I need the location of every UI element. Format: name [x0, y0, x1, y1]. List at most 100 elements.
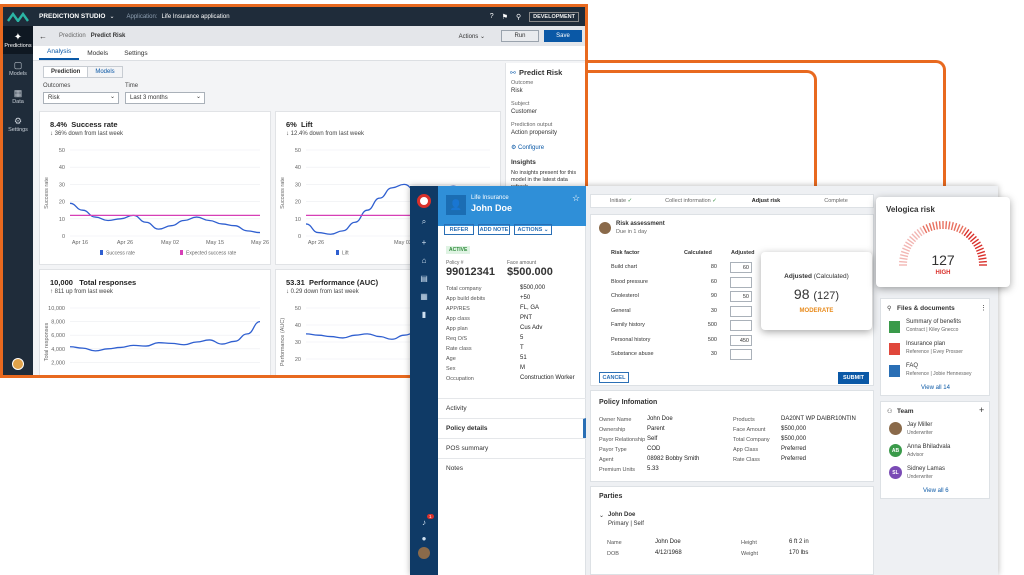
- detail-value: PNT: [520, 315, 532, 321]
- risk-adjusted-input[interactable]: [730, 276, 752, 288]
- plus-icon[interactable]: +: [421, 237, 427, 247]
- metric-title: 8.4% Success rate: [50, 120, 118, 129]
- side-item-pos-summary[interactable]: POS summary: [438, 438, 586, 458]
- team-member-name[interactable]: Anna Bhiladvala: [907, 444, 951, 450]
- file-item[interactable]: Summary of benefits Contract | Kiley Gnec…: [889, 319, 989, 341]
- bell-icon[interactable]: ♪: [422, 517, 426, 527]
- risk-adjusted-input[interactable]: 450: [730, 334, 752, 346]
- chart-icon[interactable]: ▮: [421, 309, 427, 319]
- team-view-all-link[interactable]: View all 6: [923, 488, 949, 494]
- gauge-tick: [935, 221, 939, 230]
- nav-settings[interactable]: ⚙ Settings: [3, 110, 33, 138]
- save-button[interactable]: Save: [544, 30, 582, 42]
- search-icon[interactable]: ⌕: [421, 217, 427, 226]
- back-arrow-icon[interactable]: ←: [39, 31, 47, 41]
- side-item-notes[interactable]: Notes: [438, 458, 586, 478]
- risk-adjusted-input[interactable]: 60: [730, 262, 752, 273]
- outcomes-value: Risk: [48, 95, 60, 101]
- side-item-policy-details[interactable]: Policy details: [438, 418, 586, 438]
- app-name[interactable]: PREDICTION STUDIO: [39, 13, 106, 20]
- stage-collect-information[interactable]: Collect information ✓: [665, 198, 717, 204]
- user-avatar[interactable]: [418, 547, 430, 559]
- star-icon[interactable]: ☆: [572, 193, 581, 203]
- location-icon[interactable]: ⚲: [515, 13, 522, 21]
- velogica-risk-card: Velogica risk 127 HIGH: [876, 197, 1010, 287]
- add-note-button[interactable]: ADD NOTE: [478, 224, 510, 235]
- nav-models[interactable]: ▢ Models: [3, 54, 33, 82]
- run-button[interactable]: Run: [501, 30, 539, 42]
- team-member-name[interactable]: Jay Miller: [907, 422, 933, 428]
- segment-prediction[interactable]: Prediction: [44, 67, 88, 77]
- risk-adjusted-input[interactable]: 50: [730, 291, 752, 302]
- gauge-tick: [953, 222, 958, 231]
- side-item-activity[interactable]: Activity: [438, 398, 586, 418]
- detail-value: +50: [520, 295, 531, 301]
- customer-panel: 👤 Life Insurance John Doe ☆ REFER ADD NO…: [438, 186, 586, 575]
- stage-initiate[interactable]: Initiate ✓: [609, 198, 633, 204]
- tab-settings[interactable]: Settings: [124, 50, 148, 57]
- predict-risk-panel: ⚯ Predict Risk Outcome Risk Subject Cust…: [505, 63, 585, 203]
- gear-icon: ⚙: [13, 115, 23, 126]
- segment-models[interactable]: Models: [87, 67, 122, 77]
- gauge-tick: [903, 244, 912, 250]
- app-logo-icon[interactable]: [417, 194, 431, 208]
- panel-title: Predict Risk: [519, 68, 563, 77]
- inbox-icon[interactable]: ▤: [420, 273, 428, 283]
- file-item[interactable]: Insurance plan Reference | Evey Prosser: [889, 341, 989, 363]
- risk-row: Build chart 80 60: [601, 262, 752, 276]
- person-icon: 👤: [446, 195, 466, 215]
- apps-icon[interactable]: ▦: [420, 291, 428, 301]
- user-avatar[interactable]: [12, 358, 24, 370]
- time-select[interactable]: Last 3 months ⌄: [125, 92, 205, 104]
- tab-models[interactable]: Models: [87, 50, 109, 57]
- submit-button[interactable]: SUBMIT: [838, 372, 869, 384]
- policy-field-label: Total Company: [733, 437, 770, 443]
- legend-swatch: [336, 250, 339, 255]
- metric-title: 10,000 Total responses: [50, 278, 137, 287]
- metric-delta: ↓ 36% down from last week: [50, 131, 124, 137]
- application-name[interactable]: Life Insurance application: [161, 13, 230, 20]
- party-field-label: Height: [741, 540, 757, 546]
- tab-analysis[interactable]: Analysis: [39, 48, 80, 60]
- stage-adjust-risk[interactable]: Adjust risk: [751, 198, 781, 204]
- help-icon[interactable]: ?: [489, 13, 494, 20]
- help-icon[interactable]: ●: [421, 533, 427, 543]
- gauge-tick: [977, 250, 986, 255]
- risk-adjusted-input[interactable]: [730, 349, 752, 360]
- app-switcher-chevron-icon[interactable]: ⌄: [109, 14, 115, 20]
- risk-level: HIGH: [935, 270, 951, 276]
- party-expand-chevron-icon[interactable]: ⌄: [599, 513, 605, 519]
- policy-field-label: Products: [733, 417, 755, 423]
- risk-row: Blood pressure 60: [601, 276, 752, 291]
- risk-factor: Build chart: [611, 264, 637, 270]
- outcomes-select[interactable]: Risk ⌄: [43, 92, 119, 104]
- policy-field-label: Premium Units: [599, 467, 636, 473]
- actions-button[interactable]: ACTIONS ⌄: [514, 224, 552, 235]
- risk-adjusted-input[interactable]: [730, 305, 752, 317]
- risk-adjusted-input[interactable]: [730, 320, 752, 331]
- nav-predictions[interactable]: ✦ Predictions: [3, 26, 33, 54]
- file-item[interactable]: FAQ Reference | Jobie Hennessey: [889, 363, 989, 385]
- assignee-avatar: [599, 222, 611, 234]
- cancel-button[interactable]: CANCEL: [599, 372, 629, 383]
- files-view-all-link[interactable]: View all 14: [921, 385, 950, 391]
- party-field-value: John Doe: [655, 539, 681, 545]
- legend-label: Expected success rate: [186, 251, 237, 257]
- home-icon[interactable]: ⌂: [421, 255, 427, 265]
- policy-field-value: John Doe: [647, 416, 673, 422]
- refer-button[interactable]: REFER: [444, 224, 474, 235]
- detail-label: Age: [446, 356, 456, 362]
- stage-complete[interactable]: Complete: [824, 198, 848, 204]
- detail-label: Occupation: [446, 376, 474, 382]
- add-member-icon[interactable]: +: [979, 405, 985, 415]
- gauge-tick: [902, 247, 911, 252]
- breadcrumb-parent[interactable]: Prediction: [59, 33, 86, 39]
- more-icon[interactable]: ⋮: [980, 305, 987, 312]
- notifications-icon[interactable]: ⚑: [501, 13, 508, 21]
- configure-link[interactable]: ⚙ Configure: [511, 145, 545, 151]
- nav-data[interactable]: ▦ Data: [3, 82, 33, 110]
- legend-swatch: [180, 250, 183, 255]
- actions-menu[interactable]: Actions ⌄: [459, 33, 485, 40]
- team-member-name[interactable]: Sidney Lamas: [907, 466, 946, 472]
